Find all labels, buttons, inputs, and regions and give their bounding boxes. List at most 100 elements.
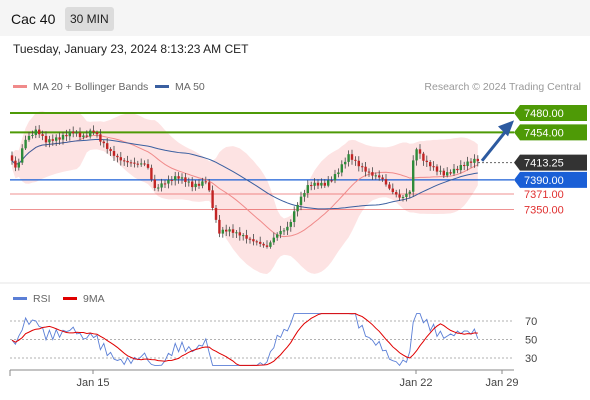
candle-9 [41, 130, 44, 141]
candle-21 [82, 133, 85, 140]
candle-16 [65, 129, 68, 142]
candle-body [34, 129, 37, 135]
candle-27 [102, 140, 105, 148]
candle-body [429, 162, 432, 167]
candle-125 [435, 164, 439, 176]
candle-13 [55, 134, 58, 146]
candle-67 [238, 227, 241, 241]
level-label-box [514, 124, 587, 141]
candle-body [361, 166, 364, 168]
level-label-text: 7371.00 [524, 189, 564, 201]
candle-body [435, 166, 439, 172]
candle-3 [21, 144, 24, 165]
candle-body [24, 139, 27, 149]
candle-83 [293, 206, 296, 228]
candle-body [78, 132, 82, 138]
rsi-tick-2: 30 [525, 353, 537, 365]
candle-body [82, 135, 85, 138]
candle-body [58, 137, 61, 140]
candle-body [473, 158, 476, 163]
candles [10, 125, 479, 249]
candle-40 [146, 159, 150, 170]
candle-135 [469, 158, 473, 168]
candle-7 [34, 125, 37, 139]
candle-12 [51, 134, 54, 146]
candle-body [446, 172, 449, 176]
candle-23 [89, 128, 92, 139]
candle-body [418, 149, 422, 154]
candle-body [208, 182, 211, 191]
candle-body [31, 134, 34, 136]
candle-body [265, 245, 269, 247]
candle-22 [85, 130, 88, 139]
candle-18 [72, 126, 75, 138]
candle-47 [170, 176, 173, 186]
candle-115 [401, 195, 405, 202]
candle-body [313, 182, 316, 186]
candle-body [99, 134, 102, 142]
candle-body [38, 129, 41, 135]
candle-body [55, 137, 58, 141]
candle-34 [126, 155, 129, 167]
candle-116 [405, 188, 408, 202]
candle-128 [446, 167, 449, 178]
candle-49 [177, 172, 180, 184]
level-label-4: 7371.00 [524, 189, 564, 201]
candle-body [89, 130, 92, 137]
x-axis: Jan 15 Jan 22 Jan 29 [9, 369, 519, 389]
candle-body [282, 230, 286, 232]
candle-body [248, 238, 252, 240]
candle-71 [252, 233, 255, 246]
level-label-text: 7454.00 [524, 127, 564, 139]
candle-100 [350, 149, 354, 165]
candle-body [449, 172, 452, 174]
candle-15 [61, 132, 65, 145]
candle-68 [242, 233, 245, 241]
candle-body [340, 164, 343, 173]
candle-body [211, 190, 214, 208]
candle-body [252, 239, 255, 242]
candle-body [388, 184, 391, 189]
level-label-text: 7350.00 [524, 205, 564, 217]
candle-body [456, 168, 459, 171]
candle-101 [354, 156, 357, 166]
symbol-title: Cac 40 [11, 11, 56, 27]
rsi-tick-0: 70 [525, 316, 537, 328]
candle-97 [340, 160, 343, 177]
candle-81 [286, 221, 289, 236]
candle-94 [330, 176, 333, 183]
candle-42 [153, 174, 156, 191]
candle-131 [456, 165, 459, 174]
candle-body [27, 135, 31, 140]
candle-body [92, 130, 95, 133]
candle-80 [282, 227, 286, 236]
candle-body [123, 160, 126, 162]
candle-73 [259, 236, 262, 247]
candle-body [469, 161, 473, 163]
candle-body [364, 166, 367, 172]
candle-body [221, 229, 224, 234]
candle-body [303, 193, 306, 197]
candle-90 [316, 179, 320, 190]
candle-body [330, 180, 333, 182]
candle-88 [310, 181, 313, 191]
candle-85 [299, 191, 303, 211]
timeframe-badge[interactable]: 30 MIN [65, 7, 114, 31]
candle-body [150, 167, 153, 180]
candle-body [75, 132, 78, 134]
candle-62 [221, 226, 224, 238]
candle-89 [313, 178, 316, 190]
candle-body [327, 180, 330, 186]
candle-body [463, 165, 466, 167]
candle-body [286, 226, 289, 231]
level-label-box [514, 154, 587, 171]
rsi-ma-line [11, 313, 478, 366]
arrow-head [498, 120, 514, 137]
candle-body [116, 155, 119, 158]
candle-body [65, 134, 68, 137]
candle-body [279, 230, 282, 235]
candle-41 [150, 164, 153, 182]
candle-10 [44, 131, 48, 147]
bollinger-band-area [12, 111, 478, 274]
rsi-tick-1: 50 [525, 335, 537, 347]
